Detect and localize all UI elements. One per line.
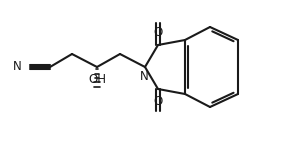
Text: O: O	[154, 26, 163, 39]
Text: N: N	[13, 60, 21, 73]
Text: N: N	[140, 70, 148, 83]
Text: O: O	[154, 95, 163, 108]
Text: OH: OH	[88, 73, 106, 86]
